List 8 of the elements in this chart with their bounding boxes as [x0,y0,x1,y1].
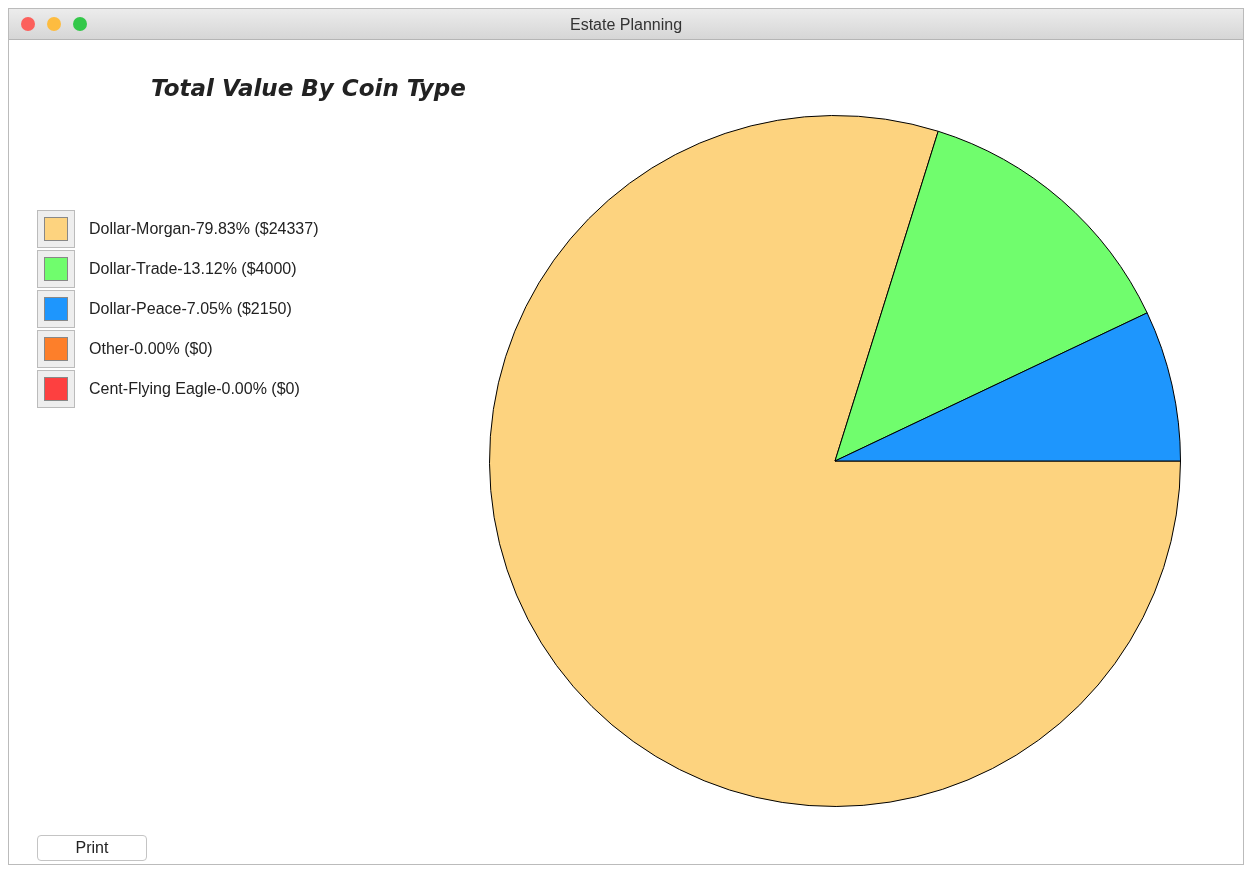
legend-label: Dollar-Morgan-79.83% ($24337) [89,220,319,238]
legend-label: Cent-Flying Eagle-0.00% ($0) [89,380,300,398]
text: Print [37,835,147,861]
legend-label: Dollar-Peace-7.05% ($2150) [89,300,292,318]
legend-label: Other-0.00% ($0) [89,340,213,358]
text: Estate Planning [568,16,684,34]
chart-title: Total Value By Coin Type [151,75,466,101]
legend-label: Dollar-Trade-13.12% ($4000) [89,260,297,278]
